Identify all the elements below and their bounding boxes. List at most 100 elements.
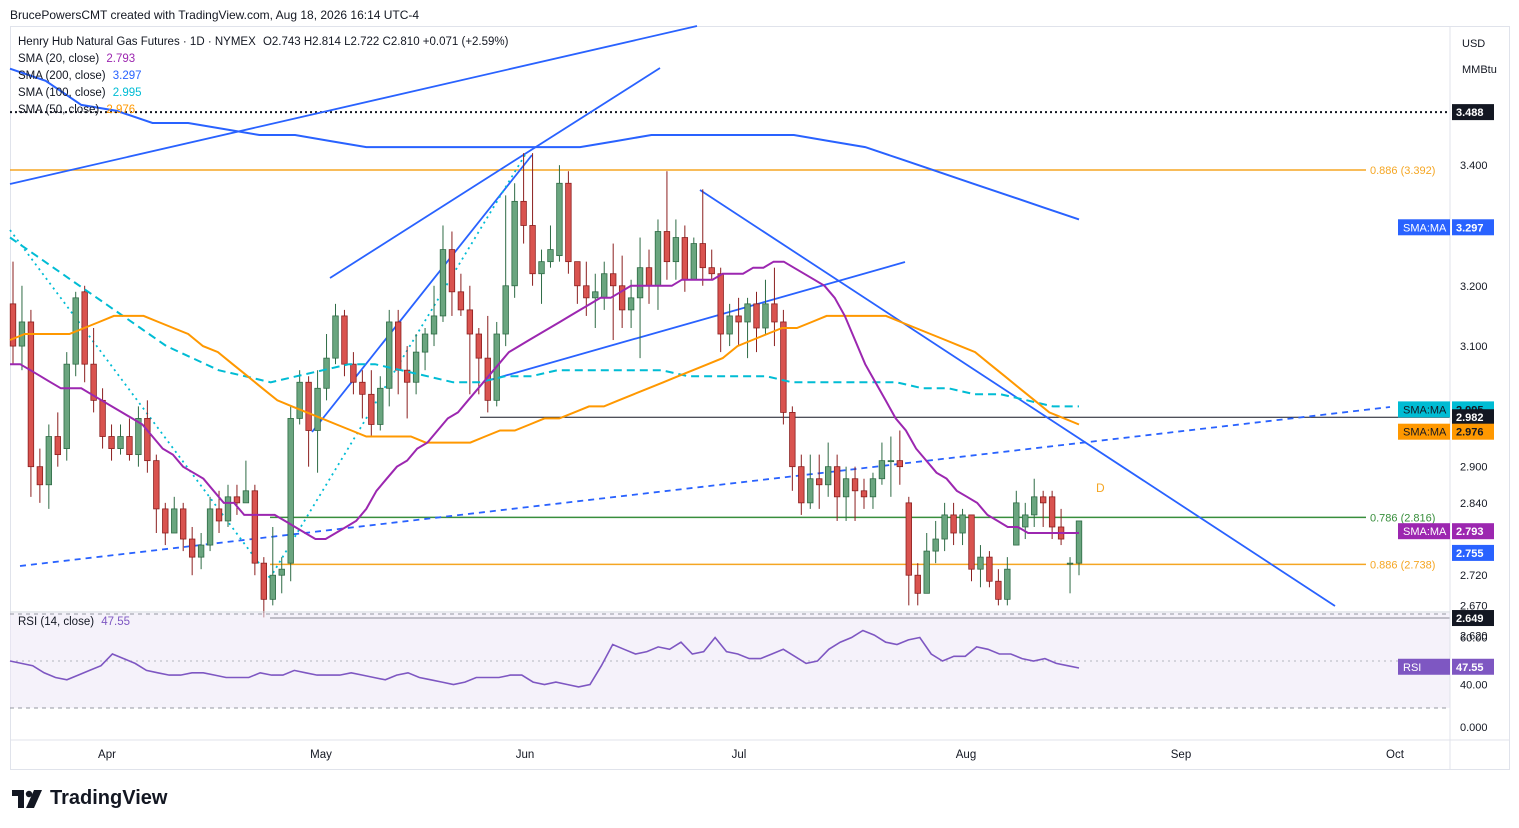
candle-body xyxy=(905,502,912,576)
price-badge-2982[interactable]: 2.982 xyxy=(1452,409,1494,426)
candle-body xyxy=(63,363,70,449)
legend-value: 2.793 xyxy=(106,53,136,65)
dotted-decline xyxy=(9,229,271,579)
channel-lower xyxy=(311,154,533,433)
candle-body xyxy=(386,321,393,389)
rsi-badge[interactable]: RSI 47.55 xyxy=(1398,658,1494,675)
candle-body xyxy=(923,550,930,594)
candle-body xyxy=(672,237,680,263)
candle-body xyxy=(618,285,626,311)
candle-body xyxy=(699,243,706,269)
time-tick-label: May xyxy=(310,749,332,761)
candle-body xyxy=(36,466,44,486)
svg-text:SMA:MA: SMA:MA xyxy=(1403,427,1447,439)
candle-body xyxy=(1013,502,1020,546)
legend-sma200[interactable]: SMA (200, close) 3.297 xyxy=(18,68,508,85)
sma200-badge[interactable]: SMA:MA 3.297 xyxy=(1398,219,1494,236)
svg-text:3.488: 3.488 xyxy=(1456,107,1484,119)
candle-body xyxy=(296,381,303,419)
price-tick-label: 2.720 xyxy=(1460,570,1488,582)
candle-body xyxy=(771,303,778,323)
svg-text:SMA:MA: SMA:MA xyxy=(1403,404,1447,416)
candle-body xyxy=(780,321,787,413)
candle-body xyxy=(556,182,563,257)
candle-body xyxy=(726,315,733,335)
price-badge-2649[interactable]: 2.649 xyxy=(1452,610,1494,627)
candle-body xyxy=(762,303,769,329)
candle-body xyxy=(538,261,545,275)
candle-body xyxy=(162,508,169,534)
candle-body xyxy=(475,333,482,359)
candle-body xyxy=(269,574,276,600)
candle-body xyxy=(135,418,142,456)
sma200-line xyxy=(9,67,1080,221)
rsi-legend[interactable]: RSI (14, close) 47.55 xyxy=(18,616,130,628)
rsi-tick-label: 0.000 xyxy=(1460,722,1488,734)
time-tick-label: Sep xyxy=(1171,749,1191,761)
svg-text:47.55: 47.55 xyxy=(1456,662,1484,674)
candle-body xyxy=(789,412,796,468)
candle-body xyxy=(753,303,760,329)
candle-body xyxy=(278,568,285,576)
candle-body xyxy=(314,387,321,431)
candle-body xyxy=(941,514,948,540)
candle-body xyxy=(708,267,715,275)
ohlc-values: O2.743 H2.814 L2.722 C2.810 +0.071 (+2.5… xyxy=(262,36,509,48)
svg-text:2.755: 2.755 xyxy=(1456,548,1484,560)
candle-body xyxy=(690,243,697,281)
candle-body xyxy=(233,496,241,504)
candle-body xyxy=(188,538,196,558)
candle-body xyxy=(126,436,133,456)
candle-body xyxy=(9,303,17,347)
currency-label[interactable]: USD xyxy=(1462,38,1486,50)
legend-sma20[interactable]: SMA (20, close) 2.793 xyxy=(18,51,508,68)
candle-body xyxy=(180,508,187,540)
candle-body xyxy=(251,490,259,564)
candle-body xyxy=(457,291,465,311)
candle-body xyxy=(1039,496,1047,504)
candle-body xyxy=(1022,514,1029,528)
chart-legend: Henry Hub Natural Gas Futures · 1D · NYM… xyxy=(18,34,508,119)
candle-body xyxy=(421,333,429,353)
legend-value: 2.995 xyxy=(112,87,142,99)
candle-body xyxy=(108,436,115,449)
price-tick-label: 2.620 xyxy=(1460,631,1488,643)
candle-body xyxy=(663,231,671,263)
candle-body xyxy=(466,309,474,335)
candle-body xyxy=(878,460,886,480)
price-tick-label: 2.900 xyxy=(1460,462,1488,474)
chart-frame xyxy=(10,26,1510,770)
sma50-line xyxy=(9,314,1080,444)
channel-upper xyxy=(329,67,661,279)
price-badge-3488[interactable]: 3.488 xyxy=(1452,104,1494,121)
candle-body xyxy=(323,357,330,389)
svg-text:2.649: 2.649 xyxy=(1456,613,1484,625)
candle-body xyxy=(986,556,993,582)
candle-body xyxy=(547,249,554,263)
price-tick-label: 3.100 xyxy=(1460,341,1488,353)
legend-sma50[interactable]: SMA (50, close) 2.976 xyxy=(18,102,508,119)
tradingview-logo[interactable]: TradingView xyxy=(12,787,167,810)
candle-body xyxy=(968,514,975,570)
last-price-badge[interactable]: 2.755 xyxy=(1452,544,1494,561)
sma50-badge[interactable]: SMA:MA 2.976 xyxy=(1398,423,1494,440)
sma20-badge[interactable]: SMA:MA 2.793 xyxy=(1398,523,1494,540)
candle-body xyxy=(959,514,966,534)
candle-body xyxy=(430,315,438,335)
rsi-label: RSI (14, close) xyxy=(18,616,95,628)
candle-body xyxy=(654,231,662,287)
candle-body xyxy=(914,574,921,594)
unit-label[interactable]: MMBtu xyxy=(1462,64,1497,76)
svg-text:SMA:MA: SMA:MA xyxy=(1403,222,1447,234)
pattern-point-label: D xyxy=(1096,481,1105,495)
legend-value: 3.297 xyxy=(112,70,142,82)
candle-body xyxy=(99,399,106,437)
candle-body xyxy=(117,436,124,449)
candle-body xyxy=(735,315,742,323)
candle-body xyxy=(359,381,366,395)
time-tick-label: Jun xyxy=(516,749,535,761)
svg-text:2.976: 2.976 xyxy=(1456,427,1484,439)
candle-body xyxy=(332,315,339,359)
legend-sma100[interactable]: SMA (100, close) 2.995 xyxy=(18,85,508,102)
